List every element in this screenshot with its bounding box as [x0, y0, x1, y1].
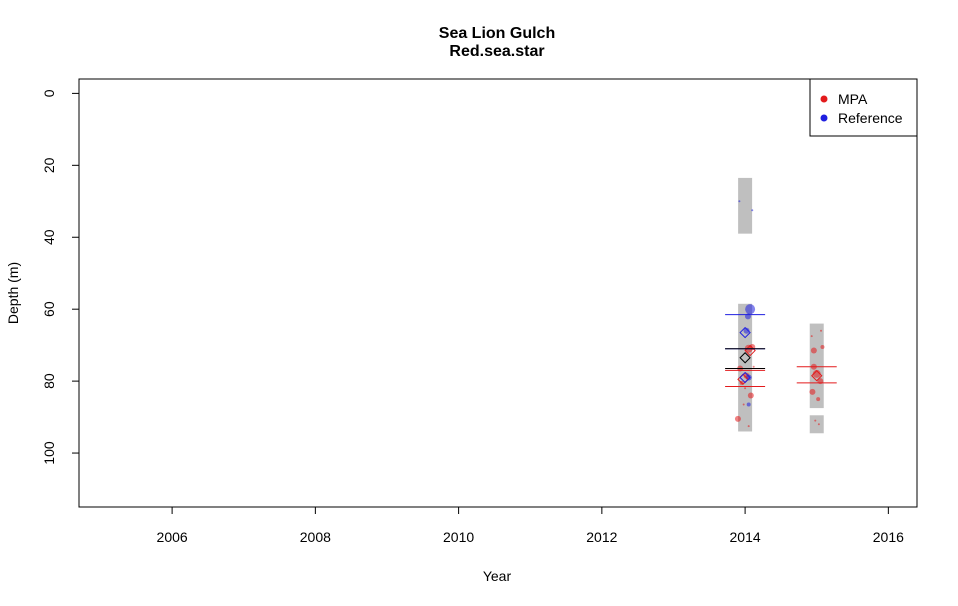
data-point-reference [745, 304, 756, 315]
data-point-mpa [742, 403, 745, 406]
data-point-mpa [817, 423, 820, 426]
chart-title: Sea Lion Gulch [439, 25, 555, 42]
data-point-mpa [816, 397, 821, 402]
depth-bands [738, 177, 824, 434]
mean-marker-reference [739, 326, 751, 339]
x-axis-label: Year [483, 568, 512, 584]
depth-band [809, 415, 824, 434]
y-tick-label: 100 [41, 441, 57, 465]
depth-band [809, 323, 824, 409]
y-tick-label: 60 [41, 301, 57, 317]
mean-marker-reference [739, 371, 751, 384]
data-point-reference [746, 402, 751, 407]
data-point-mpa [820, 329, 823, 332]
data-point-mpa [747, 392, 754, 399]
y-tick-label: 20 [41, 157, 57, 173]
x-tick-label: 2008 [300, 529, 331, 545]
legend-box [809, 78, 918, 137]
y-axis-label: Depth (m) [5, 262, 21, 324]
y-axis: 0 20 40 60 80 100 [41, 89, 80, 465]
legend-reference-marker [820, 114, 828, 122]
legend-mpa-label: MPA [838, 91, 868, 107]
mean-marker-mpa [811, 370, 823, 382]
mean-markers [725, 314, 837, 388]
chart-subtitle: Red.sea.star [449, 43, 544, 60]
x-tick-label: 2010 [443, 529, 474, 545]
data-point-mpa [820, 344, 825, 349]
data-point-mpa [747, 425, 750, 428]
data-point-mpa [734, 415, 741, 422]
mean-marker-combined [739, 352, 751, 364]
data-point-reference [743, 327, 750, 334]
data-point-mpa [809, 388, 816, 395]
data-point-mpa [810, 335, 813, 338]
data-point-mpa [744, 387, 747, 390]
x-tick-label: 2012 [586, 529, 617, 545]
y-tick-label: 40 [41, 229, 57, 245]
data-point-reference [751, 209, 754, 212]
x-tick-label: 2014 [730, 529, 761, 545]
depth-band [738, 303, 753, 432]
legend: MPA Reference [809, 78, 918, 137]
x-axis: 2006 2008 2010 2012 2014 2016 [157, 506, 904, 545]
data-point-reference [738, 200, 741, 203]
legend-mpa-marker [820, 95, 828, 103]
data-point-mpa [814, 419, 817, 422]
data-point-mpa [812, 369, 821, 378]
depth-band [738, 177, 753, 234]
plot-frame [78, 78, 918, 508]
x-tick-label: 2006 [157, 529, 188, 545]
legend-reference-label: Reference [838, 110, 903, 126]
data-point-mpa [752, 365, 755, 368]
y-tick-label: 0 [41, 89, 57, 97]
y-tick-label: 80 [41, 373, 57, 389]
x-tick-label: 2016 [873, 529, 904, 545]
data-point-mpa [810, 347, 817, 354]
